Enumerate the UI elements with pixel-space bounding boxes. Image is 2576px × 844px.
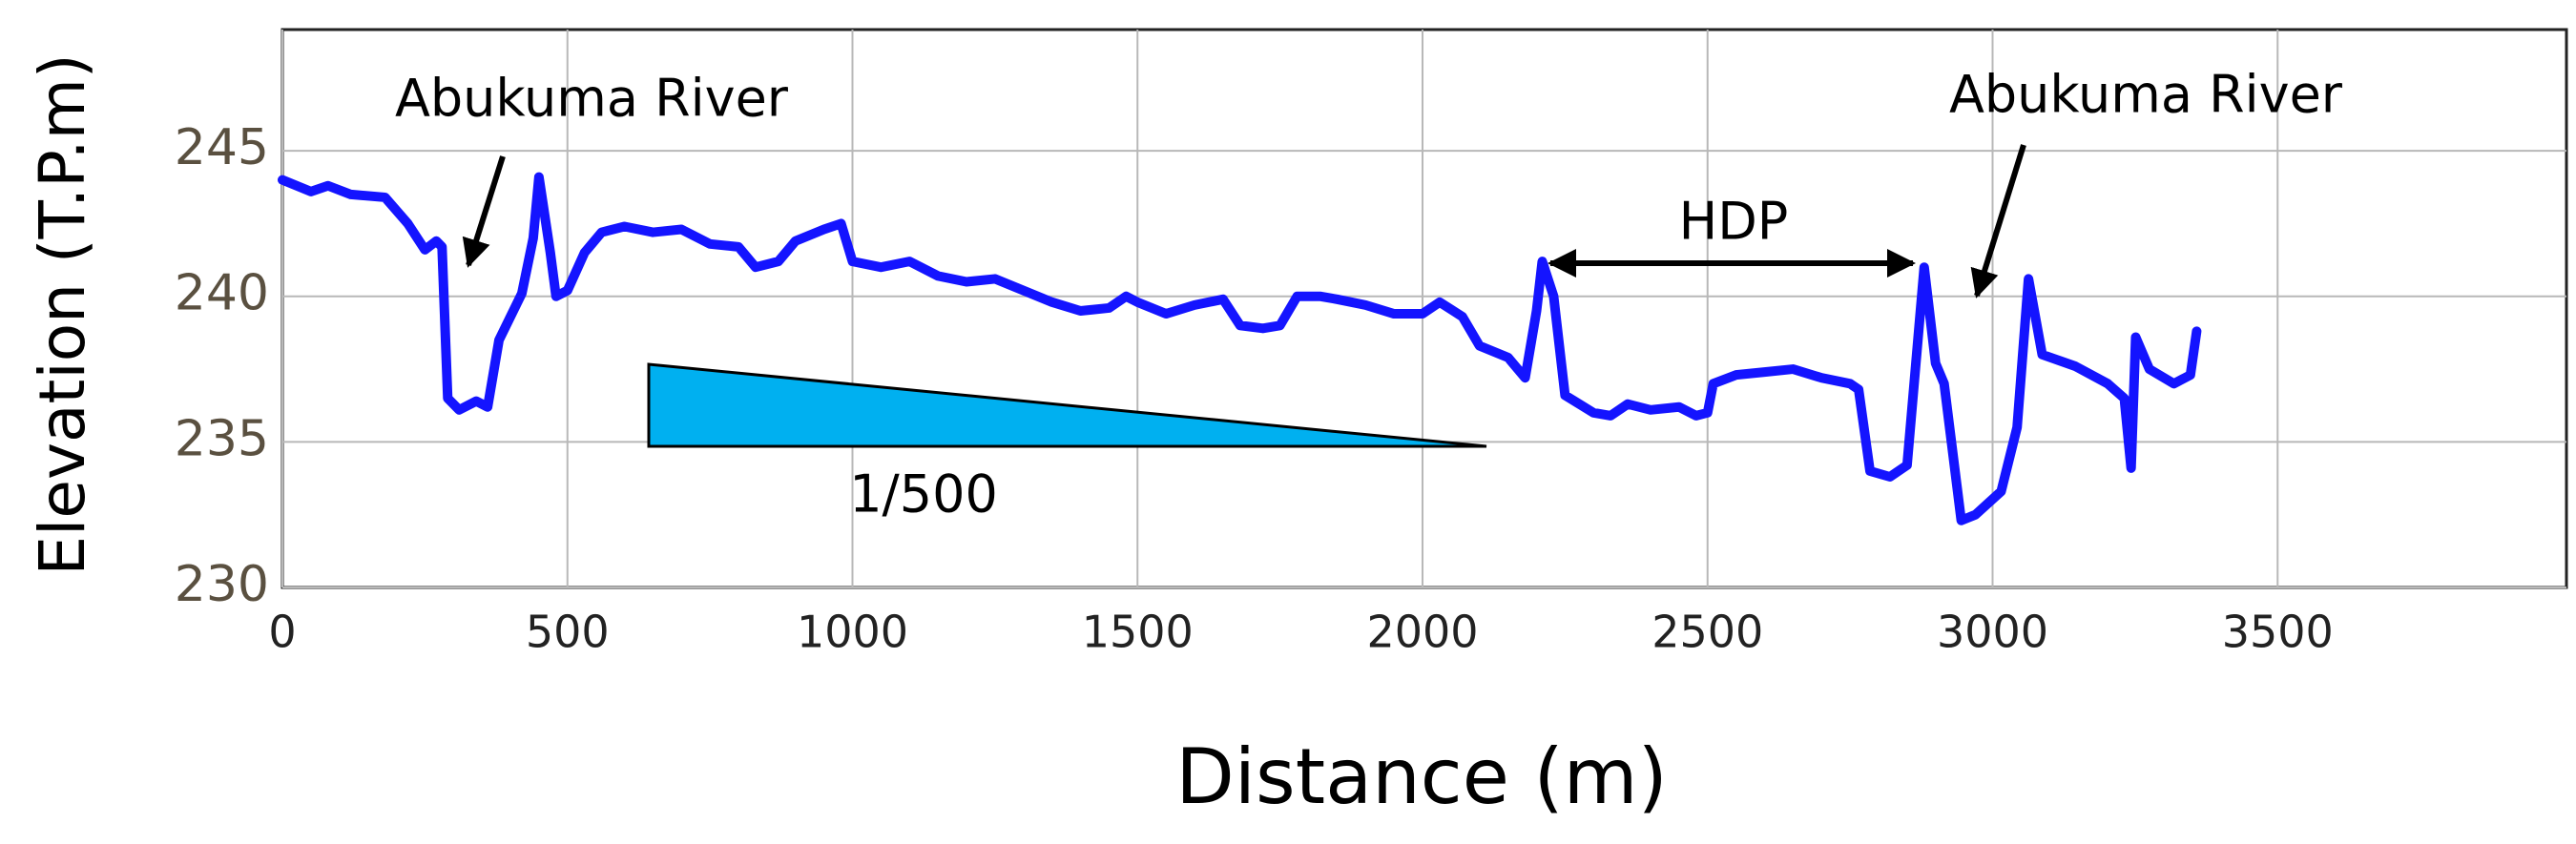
x-tick-label: 3500 xyxy=(2222,607,2334,658)
annotation: HDP xyxy=(1679,192,1789,252)
y-tick-label: 235 xyxy=(175,410,269,467)
y-axis-title: Elevation (T.P.m) xyxy=(26,53,99,575)
y-tick-label: 230 xyxy=(175,556,269,613)
annotation: 1/500 xyxy=(849,464,998,525)
x-tick-label: 0 xyxy=(268,607,296,658)
x-tick-label: 3000 xyxy=(1937,607,2048,658)
line xyxy=(278,172,2202,525)
annotation: Abukuma River xyxy=(395,69,789,129)
x-tick-label: 2000 xyxy=(1366,607,1478,658)
y-tick-label: 245 xyxy=(175,119,269,176)
arrow xyxy=(1970,144,2026,298)
x-tick-label: 1500 xyxy=(1082,607,1194,658)
annotation: Abukuma River xyxy=(1949,65,2343,125)
x-tick-label: 500 xyxy=(526,607,610,658)
y-tick-label: 240 xyxy=(175,265,269,322)
x-tick-label: 2500 xyxy=(1652,607,1763,658)
arrow xyxy=(462,155,506,268)
x-tick-label: 1000 xyxy=(797,607,908,658)
slope-triangle xyxy=(647,362,1487,448)
x-axis-title: Distance (m) xyxy=(1175,732,1668,821)
